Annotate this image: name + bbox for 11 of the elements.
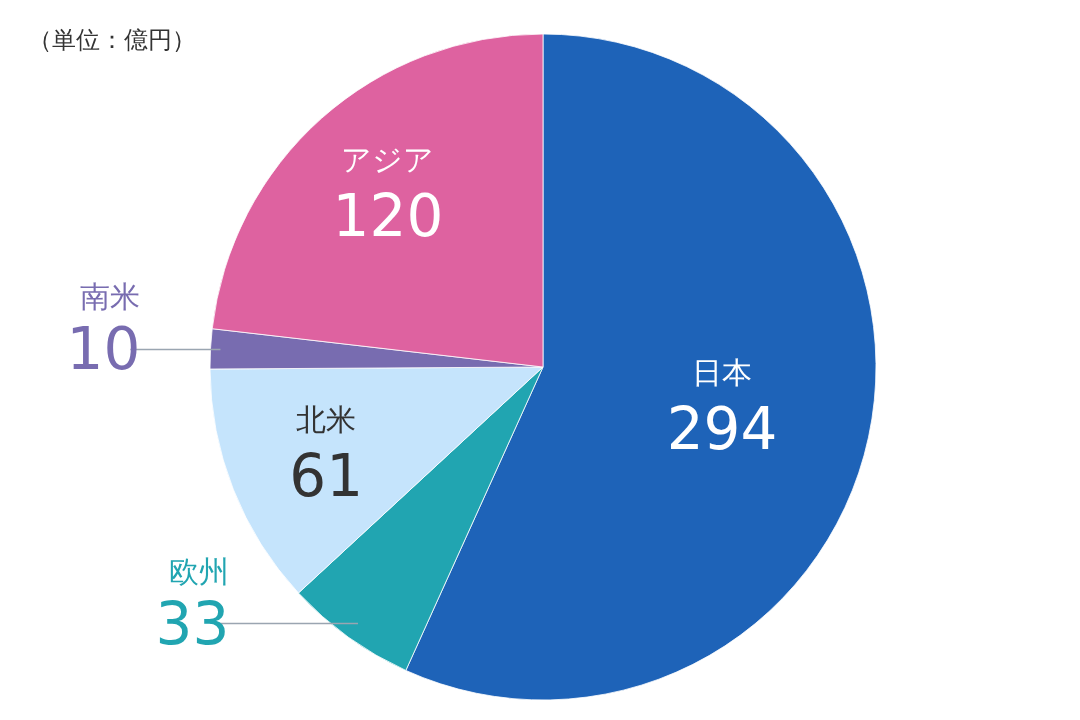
data-label: 33 [155,589,230,658]
slice-label: 日本 [692,354,753,390]
data-label: 294 [666,394,778,463]
data-label: 61 [289,441,364,510]
data-label: 120 [332,181,444,250]
text: （単位：億円） [28,26,196,54]
slice-label: アジア [341,141,435,177]
slice-label: 南米 [80,279,141,315]
slice-label: 欧州 [169,553,230,589]
slice-label: 北米 [296,401,357,437]
data-label: 10 [66,315,141,384]
